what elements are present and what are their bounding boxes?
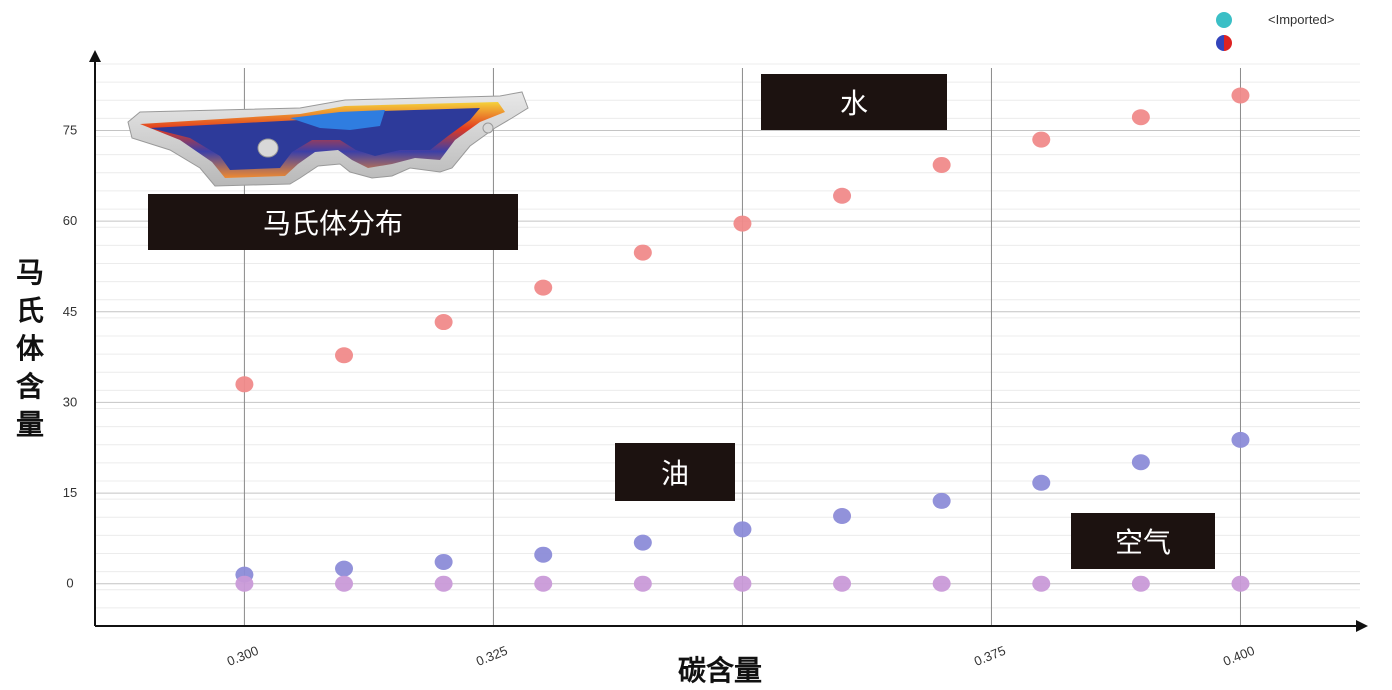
data-point [932,156,951,173]
data-point [1032,575,1051,592]
data-point [733,575,752,592]
annotation-box-martensite [148,194,518,250]
annotation-box-water [761,74,947,130]
data-point [1131,454,1150,471]
x-tick-label: 0.400 [1221,643,1257,669]
data-point [434,575,453,592]
x-tick-label: 0.375 [972,643,1008,669]
x-tick-label: 0.325 [474,643,510,669]
data-points [235,87,1250,592]
legend-label-imported: <Imported> [1268,12,1335,27]
annotation-air: 空气 [1115,526,1171,559]
data-point [1131,109,1150,126]
data-point [1032,131,1051,148]
data-point [235,575,254,592]
data-point [534,575,553,592]
y-axis-title: 马氏体含量 [16,256,45,441]
y-tick-label: 30 [63,394,77,409]
y-tick-labels: 0 15 30 45 60 75 [63,123,77,591]
data-point [1231,575,1250,592]
data-point [1231,431,1250,448]
data-point [1131,575,1150,592]
data-point [733,215,752,232]
data-point [1231,87,1250,104]
annotation-martensite-distribution: 马氏体分布 [263,207,403,240]
annotation-water: 水 [840,87,868,120]
data-point [932,575,951,592]
data-point [335,560,354,577]
martensite-distribution-part-image [127,91,529,187]
data-point [434,553,453,570]
data-point [534,546,553,563]
data-point [932,492,951,509]
data-point [534,279,553,296]
data-point [235,376,254,393]
annotation-box-air [1071,513,1215,569]
legend: <Imported> [1216,12,1335,51]
annotation-oil: 油 [661,457,689,490]
data-point [1032,474,1051,491]
x-tick-label: 0.300 [225,643,261,669]
x-axis-title: 碳含量 [678,654,762,687]
data-point [733,521,752,538]
axes [89,50,1368,632]
y-tick-label: 45 [63,304,77,319]
y-tick-label: 15 [63,485,77,500]
y-tick-label: 0 [66,576,73,591]
annotation-boxes: 马氏体分布 水 油 空气 [148,74,1215,569]
data-point [434,314,453,331]
data-point [335,347,354,364]
data-point [633,575,652,592]
x-axis-arrow-icon [1356,620,1368,632]
legend-marker-split [1216,35,1232,51]
data-point [335,575,354,592]
y-tick-label: 75 [63,123,77,138]
data-point [833,508,852,525]
data-point [833,187,852,204]
annotation-box-oil [615,443,735,501]
data-point [833,575,852,592]
y-axis-arrow-icon [89,50,101,62]
legend-marker-imported [1216,12,1232,28]
data-point [633,244,652,261]
y-tick-label: 60 [63,213,77,228]
data-point [633,534,652,551]
